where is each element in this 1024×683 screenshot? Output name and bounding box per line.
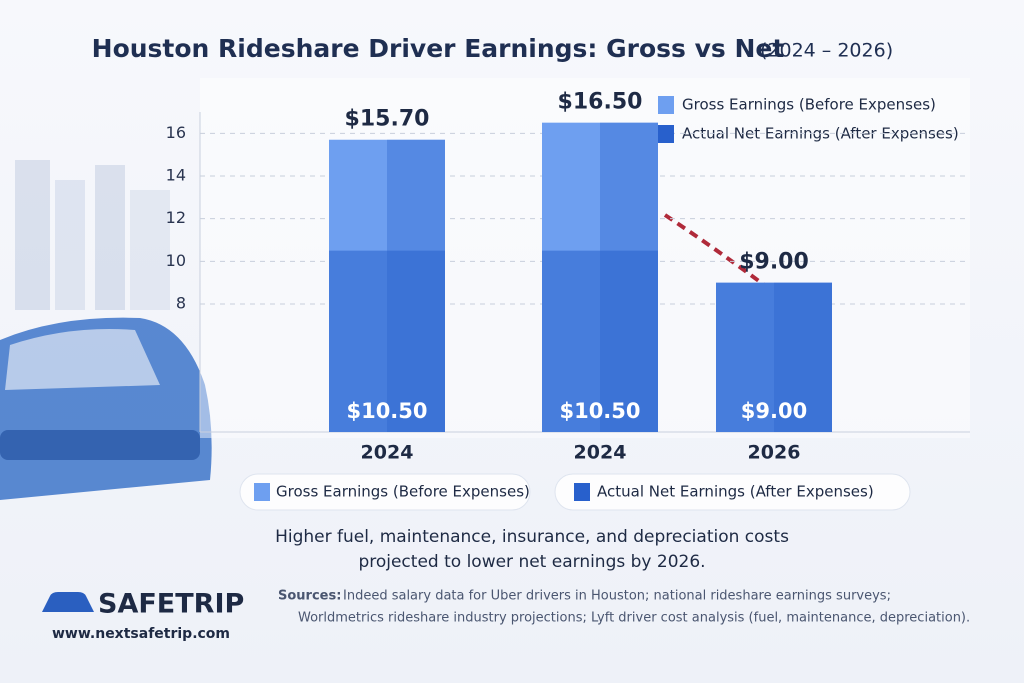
bar: [542, 250, 658, 432]
caption: Higher fuel, maintenance, insurance, and…: [275, 527, 789, 547]
value-label: $10.50: [346, 399, 427, 423]
legend-swatch: [658, 125, 674, 143]
y-tick-label: 14: [166, 166, 186, 185]
value-label: $15.70: [345, 107, 430, 132]
sources: Indeed salary data for Uber drivers in H…: [343, 589, 891, 604]
bar: [716, 282, 832, 432]
logo-icon: [42, 592, 94, 612]
legend-swatch: [254, 483, 270, 501]
legend-label: Actual Net Earnings (After Expenses): [597, 483, 874, 501]
value-label: $10.50: [559, 399, 640, 423]
city-illustration: [15, 160, 170, 310]
brand: SAFETRIP: [98, 589, 244, 620]
x-tick-label: 2026: [748, 442, 801, 464]
caption: projected to lower net earnings by 2026.: [358, 552, 705, 572]
y-tick-label: 10: [166, 251, 186, 270]
chart-subtitle: (2024 – 2026): [760, 40, 893, 62]
legend-bottom: Gross Earnings (Before Expenses) Actual …: [239, 473, 911, 511]
value-label: $9.00: [741, 399, 807, 423]
legend-pill: [554, 473, 911, 511]
y-tick-label: 8: [176, 294, 186, 313]
x-tick-label: 2024: [361, 442, 414, 464]
sources: Worldmetrics rideshare industry projecti…: [298, 611, 970, 626]
legend-pill: [239, 473, 531, 511]
chart-title: Houston Rideshare Driver Earnings: Gross…: [92, 34, 785, 63]
x-tick-label: 2024: [574, 442, 627, 464]
value-label: $9.00: [739, 250, 809, 275]
url: www.nextsafetrip.com: [52, 626, 230, 642]
legend-label: Gross Earnings (Before Expenses): [276, 483, 530, 501]
legend-label: Gross Earnings (Before Expenses): [682, 96, 936, 114]
y-tick-label: 12: [166, 208, 186, 227]
legend-swatch: [658, 96, 674, 114]
sources-label: Sources:: [278, 589, 341, 604]
bar: [329, 250, 445, 432]
value-label: $16.50: [558, 90, 643, 115]
car-illustration: [0, 317, 212, 500]
legend-swatch: [574, 483, 590, 501]
y-tick-label: 16: [166, 123, 186, 142]
